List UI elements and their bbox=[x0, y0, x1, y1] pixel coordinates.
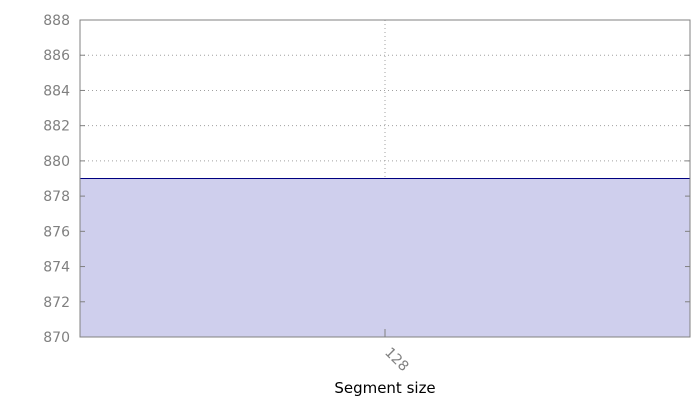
y-tick-label: 886 bbox=[43, 48, 70, 64]
bar-128 bbox=[79, 178, 691, 338]
y-tick-label: 876 bbox=[43, 224, 70, 240]
y-tick-label: 882 bbox=[43, 119, 70, 135]
y-tick-label: 888 bbox=[43, 13, 70, 29]
x-axis-title: Segment size bbox=[334, 379, 435, 397]
axes bbox=[79, 19, 691, 338]
bars bbox=[79, 178, 691, 338]
y-tick-label: 880 bbox=[43, 154, 70, 170]
y-tick-labels: 870 872 874 876 878 880 882 884 886 888 bbox=[43, 13, 70, 346]
x-tick-labels: 128 bbox=[381, 345, 411, 375]
plot-frame bbox=[79, 19, 691, 338]
y-tick-label: 870 bbox=[43, 330, 70, 346]
y-tick-label: 874 bbox=[43, 260, 70, 276]
y-tick-label: 872 bbox=[43, 295, 70, 311]
x-tick-label: 128 bbox=[381, 345, 411, 375]
y-tick-label: 878 bbox=[43, 189, 70, 205]
y-tick-label: 884 bbox=[43, 83, 70, 99]
